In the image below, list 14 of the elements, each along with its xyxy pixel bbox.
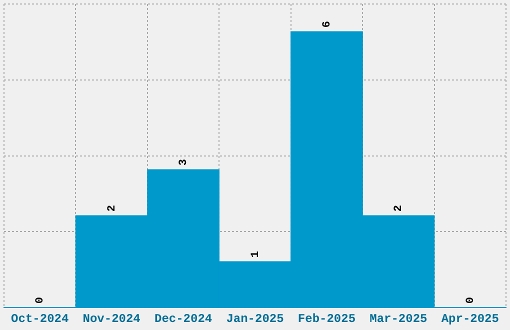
x-tick-label: Jan-2025 [226, 312, 284, 326]
data-label: 6 [321, 20, 334, 28]
x-tick-label: Feb-2025 [298, 312, 356, 326]
x-tick-label: Apr-2025 [441, 312, 499, 326]
data-label: 0 [464, 296, 477, 304]
data-label: 1 [250, 250, 262, 258]
data-label: 3 [178, 158, 190, 166]
x-tick-label: Mar-2025 [370, 312, 428, 326]
data-label: 2 [106, 204, 118, 212]
x-tick-label: Dec-2024 [154, 312, 212, 326]
x-tick-label: Oct-2024 [11, 312, 69, 326]
data-label: 2 [393, 204, 406, 212]
x-tick-label: Nov-2024 [82, 312, 140, 326]
data-label: 0 [34, 296, 47, 304]
